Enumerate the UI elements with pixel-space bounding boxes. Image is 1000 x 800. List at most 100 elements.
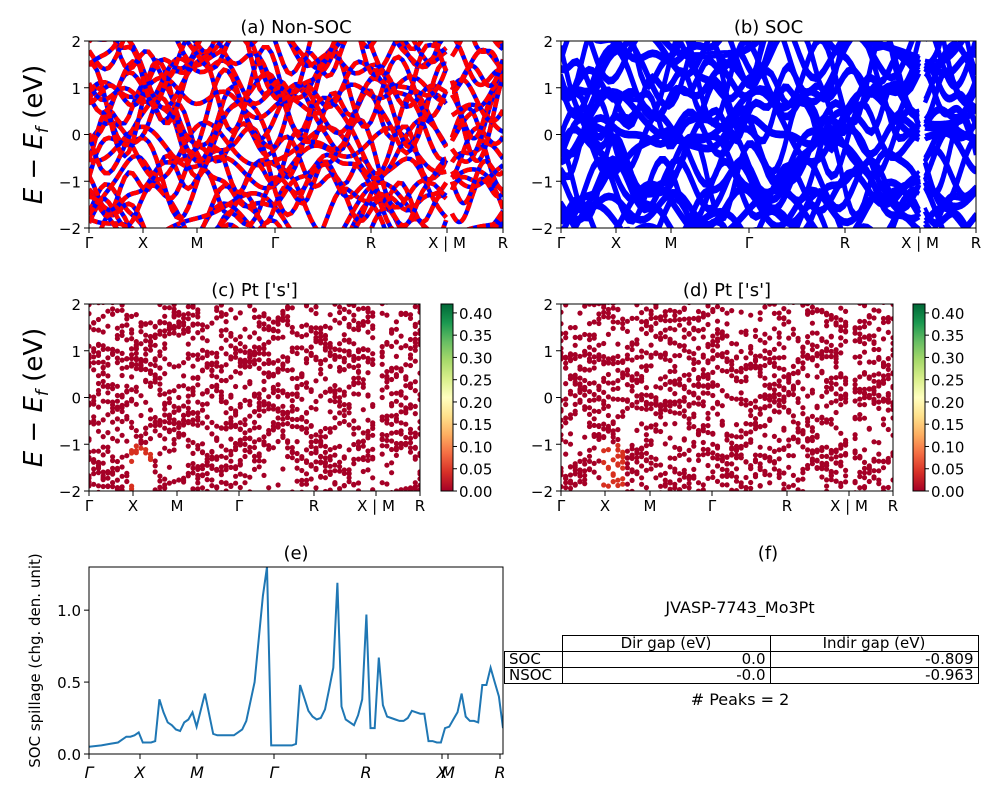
projection-point — [271, 523, 276, 528]
projection-point — [809, 342, 816, 348]
projection-point — [119, 372, 125, 379]
projection-point — [153, 515, 158, 520]
projection-point — [138, 507, 143, 512]
projection-point — [815, 270, 820, 275]
projection-point — [299, 467, 305, 474]
projection-point — [686, 377, 692, 383]
band-soc-split — [925, 4, 976, 37]
projection-point — [866, 336, 872, 342]
projection-point — [379, 304, 385, 307]
projection-point — [228, 307, 234, 313]
projection-point — [327, 447, 333, 453]
projection-point — [686, 425, 692, 431]
projection-point — [582, 297, 587, 302]
projection-point — [833, 391, 839, 397]
projection-point — [332, 462, 338, 468]
projection-point — [355, 456, 362, 462]
projection-point — [322, 357, 328, 363]
projection-point — [370, 516, 375, 521]
projection-point — [677, 352, 683, 359]
projection-point — [408, 278, 413, 283]
projection-point — [190, 486, 196, 491]
projection-point — [285, 318, 291, 324]
projection-point — [237, 348, 243, 354]
projection-point — [89, 304, 92, 308]
projection-point — [662, 356, 668, 362]
projection-point — [838, 335, 844, 341]
x-tick-label-b: X — [611, 234, 621, 252]
projection-point — [110, 311, 116, 317]
projection-point — [412, 336, 418, 342]
projection-point — [204, 425, 210, 431]
projection-point — [399, 276, 404, 281]
projection-point — [781, 515, 786, 520]
projection-point — [218, 310, 224, 316]
projection-point — [591, 380, 597, 386]
projection-point — [327, 312, 333, 318]
projection-point — [143, 338, 149, 344]
projection-point — [303, 481, 310, 487]
projection-point — [147, 383, 154, 389]
projection-point — [786, 375, 792, 381]
projection-point — [332, 383, 338, 389]
projection-point — [568, 288, 573, 293]
projection-point — [567, 388, 574, 394]
projection-point — [403, 376, 409, 382]
projection-point — [100, 452, 106, 458]
projection-point — [563, 381, 569, 387]
projection-point — [620, 452, 626, 458]
projection-point — [620, 370, 626, 376]
projection-point — [242, 417, 248, 423]
projection-point — [218, 479, 224, 485]
projection-point — [289, 489, 295, 491]
projection-point — [138, 497, 143, 502]
projection-point — [819, 309, 825, 315]
projection-point — [857, 469, 863, 475]
projection-point — [752, 426, 759, 432]
projection-point — [710, 333, 716, 339]
projection-point — [648, 454, 654, 460]
projection-point — [629, 488, 635, 491]
projection-point — [615, 504, 620, 509]
projection-point — [209, 454, 215, 460]
y-tick-label-a: 0 — [71, 127, 81, 145]
projection-point — [407, 362, 414, 369]
projection-point — [591, 304, 597, 308]
projection-point — [266, 316, 272, 322]
projection-point — [610, 396, 616, 402]
projection-point — [592, 508, 597, 513]
projection-point — [786, 379, 792, 385]
projection-point — [261, 516, 266, 521]
projection-point — [162, 412, 168, 418]
projection-point — [204, 488, 210, 491]
projection-point — [790, 385, 797, 391]
projection-point — [880, 422, 887, 428]
projection-point — [677, 376, 683, 382]
projection-point — [251, 409, 258, 415]
projection-point — [857, 386, 863, 392]
projection-point — [393, 319, 399, 325]
projection-point — [686, 447, 692, 453]
projection-point — [204, 338, 210, 344]
y-tick-label-a: −1 — [59, 173, 81, 191]
projection-point — [876, 440, 882, 446]
projection-point — [700, 310, 706, 316]
projection-point — [275, 482, 281, 488]
projection-point — [399, 515, 404, 520]
projection-point — [105, 475, 111, 481]
projection-point — [724, 431, 730, 437]
projection-point — [228, 354, 234, 360]
projection-point — [677, 471, 683, 477]
projection-point — [743, 402, 749, 408]
projection-point — [337, 365, 343, 371]
projection-point — [561, 417, 564, 423]
projection-point — [781, 486, 787, 491]
projection-point — [624, 328, 631, 334]
projection-point — [796, 294, 801, 299]
projection-point — [824, 384, 830, 390]
projection-point — [119, 473, 125, 479]
projection-point — [771, 304, 777, 307]
projection-point — [91, 471, 97, 477]
projection-point — [399, 285, 404, 290]
projection-point — [629, 377, 635, 383]
